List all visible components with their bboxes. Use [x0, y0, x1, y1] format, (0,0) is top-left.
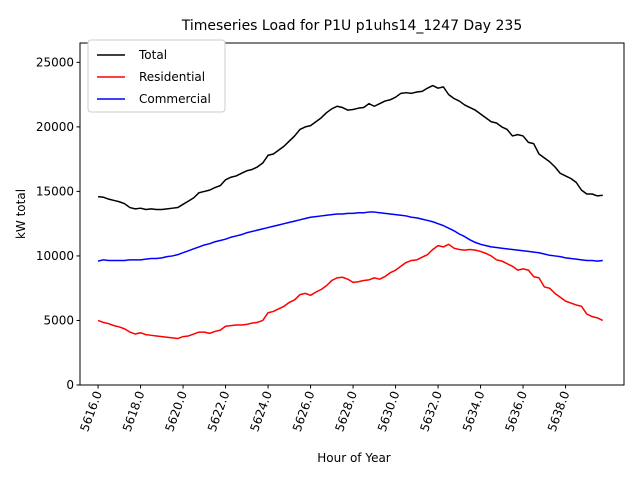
legend-label-residential: Residential	[139, 70, 205, 84]
y-tick-label: 5000	[43, 313, 74, 327]
chart-title: Timeseries Load for P1U p1uhs14_1247 Day…	[181, 18, 523, 34]
x-axis-label: Hour of Year	[317, 451, 391, 465]
legend-label-total: Total	[138, 48, 167, 62]
y-tick-label: 20000	[36, 120, 74, 134]
legend-label-commercial: Commercial	[139, 92, 211, 106]
y-tick-label: 15000	[36, 184, 74, 198]
series-layer	[97, 84, 604, 340]
series-line-commercial	[97, 211, 603, 262]
y-tick-label: 0	[66, 378, 74, 392]
plot-frame	[79, 42, 625, 386]
legend: Total Residential Commercial	[87, 39, 226, 113]
y-tick-label: 25000	[36, 55, 74, 69]
series-line-total	[97, 84, 603, 211]
series-line-residential	[97, 243, 604, 340]
legend-box	[87, 39, 226, 113]
y-tick-label: 10000	[36, 249, 74, 263]
y-axis-label: kW total	[14, 189, 28, 239]
y-axis: 0 5000 10000 15000 20000 25000	[36, 55, 80, 392]
